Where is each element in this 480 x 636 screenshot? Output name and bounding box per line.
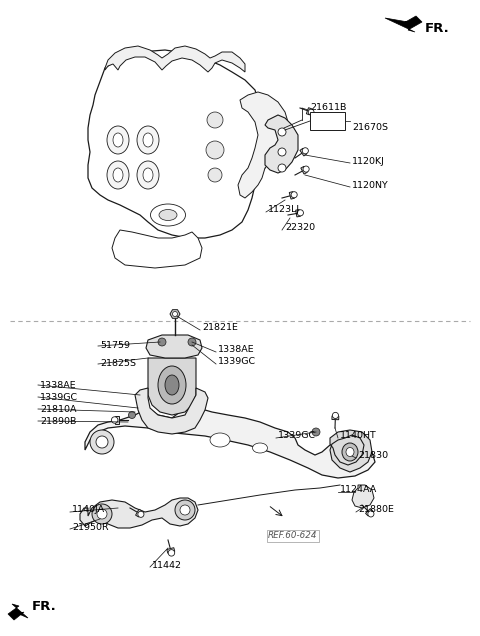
Circle shape bbox=[278, 128, 286, 136]
Text: 51759: 51759 bbox=[100, 340, 130, 350]
Circle shape bbox=[168, 550, 175, 556]
Text: 1338AE: 1338AE bbox=[40, 380, 77, 389]
Polygon shape bbox=[135, 388, 208, 434]
Circle shape bbox=[208, 168, 222, 182]
Polygon shape bbox=[385, 16, 422, 32]
Circle shape bbox=[297, 210, 303, 216]
Polygon shape bbox=[167, 548, 175, 553]
Circle shape bbox=[332, 412, 338, 418]
Text: 11442: 11442 bbox=[152, 560, 182, 569]
Circle shape bbox=[172, 312, 178, 317]
Circle shape bbox=[90, 430, 114, 454]
Polygon shape bbox=[289, 191, 294, 199]
Text: 1120KJ: 1120KJ bbox=[352, 158, 385, 167]
Polygon shape bbox=[80, 498, 198, 528]
Polygon shape bbox=[265, 115, 298, 173]
Text: 21880E: 21880E bbox=[358, 506, 394, 515]
Polygon shape bbox=[300, 148, 307, 156]
Text: 21950R: 21950R bbox=[72, 523, 108, 532]
Text: 21670S: 21670S bbox=[352, 123, 388, 132]
Text: 21810A: 21810A bbox=[40, 404, 76, 413]
Circle shape bbox=[96, 436, 108, 448]
Polygon shape bbox=[88, 50, 278, 238]
Polygon shape bbox=[301, 167, 307, 174]
Polygon shape bbox=[310, 112, 345, 130]
Circle shape bbox=[92, 504, 112, 524]
Ellipse shape bbox=[165, 375, 179, 395]
Polygon shape bbox=[352, 485, 374, 508]
Circle shape bbox=[302, 148, 308, 154]
Text: 1123LJ: 1123LJ bbox=[268, 205, 300, 214]
Circle shape bbox=[368, 511, 374, 517]
Circle shape bbox=[97, 509, 107, 519]
Ellipse shape bbox=[342, 443, 358, 461]
Ellipse shape bbox=[143, 168, 153, 182]
Polygon shape bbox=[148, 358, 196, 415]
Text: 1140JA: 1140JA bbox=[72, 506, 105, 515]
Text: 1124AA: 1124AA bbox=[340, 485, 377, 495]
Polygon shape bbox=[85, 408, 375, 478]
Ellipse shape bbox=[210, 433, 230, 447]
Text: REF.60-624: REF.60-624 bbox=[268, 532, 317, 541]
Circle shape bbox=[291, 191, 297, 198]
Text: 1120NY: 1120NY bbox=[352, 181, 389, 190]
Polygon shape bbox=[112, 230, 202, 268]
Polygon shape bbox=[115, 417, 119, 424]
Circle shape bbox=[138, 511, 144, 517]
Polygon shape bbox=[332, 416, 339, 420]
Ellipse shape bbox=[137, 161, 159, 189]
Circle shape bbox=[175, 500, 195, 520]
Text: FR.: FR. bbox=[425, 22, 450, 34]
Circle shape bbox=[303, 166, 309, 172]
Ellipse shape bbox=[158, 366, 186, 404]
Text: 1339GC: 1339GC bbox=[218, 357, 256, 366]
Circle shape bbox=[207, 112, 223, 128]
Ellipse shape bbox=[151, 204, 185, 226]
Text: FR.: FR. bbox=[32, 600, 57, 612]
Text: 21821E: 21821E bbox=[202, 324, 238, 333]
Circle shape bbox=[312, 428, 320, 436]
Polygon shape bbox=[146, 335, 202, 358]
Polygon shape bbox=[238, 92, 288, 198]
Circle shape bbox=[188, 338, 196, 346]
Circle shape bbox=[206, 141, 224, 159]
Ellipse shape bbox=[113, 168, 123, 182]
Polygon shape bbox=[296, 210, 300, 217]
Polygon shape bbox=[170, 310, 180, 319]
Text: 21611B: 21611B bbox=[310, 104, 347, 113]
Text: 22320: 22320 bbox=[285, 223, 315, 233]
Polygon shape bbox=[306, 107, 312, 115]
Text: 21825S: 21825S bbox=[100, 359, 136, 368]
Ellipse shape bbox=[107, 161, 129, 189]
Circle shape bbox=[129, 411, 135, 418]
Ellipse shape bbox=[107, 126, 129, 154]
Ellipse shape bbox=[113, 133, 123, 147]
Polygon shape bbox=[8, 604, 28, 620]
Text: 21890B: 21890B bbox=[40, 417, 76, 425]
Text: 1339GC: 1339GC bbox=[278, 431, 316, 441]
Circle shape bbox=[180, 505, 190, 515]
Polygon shape bbox=[330, 430, 372, 472]
Text: 1140HT: 1140HT bbox=[340, 431, 377, 441]
Text: 21830: 21830 bbox=[358, 452, 388, 460]
Circle shape bbox=[111, 417, 118, 423]
Ellipse shape bbox=[143, 133, 153, 147]
Polygon shape bbox=[366, 509, 373, 516]
Polygon shape bbox=[105, 46, 245, 72]
Ellipse shape bbox=[346, 448, 354, 457]
Circle shape bbox=[308, 109, 314, 115]
Circle shape bbox=[278, 164, 286, 172]
Circle shape bbox=[278, 148, 286, 156]
Ellipse shape bbox=[252, 443, 267, 453]
Ellipse shape bbox=[137, 126, 159, 154]
Text: 1338AE: 1338AE bbox=[218, 345, 254, 354]
Polygon shape bbox=[135, 509, 142, 517]
Text: 1339GC: 1339GC bbox=[40, 392, 78, 401]
Circle shape bbox=[158, 338, 166, 346]
Ellipse shape bbox=[159, 209, 177, 221]
